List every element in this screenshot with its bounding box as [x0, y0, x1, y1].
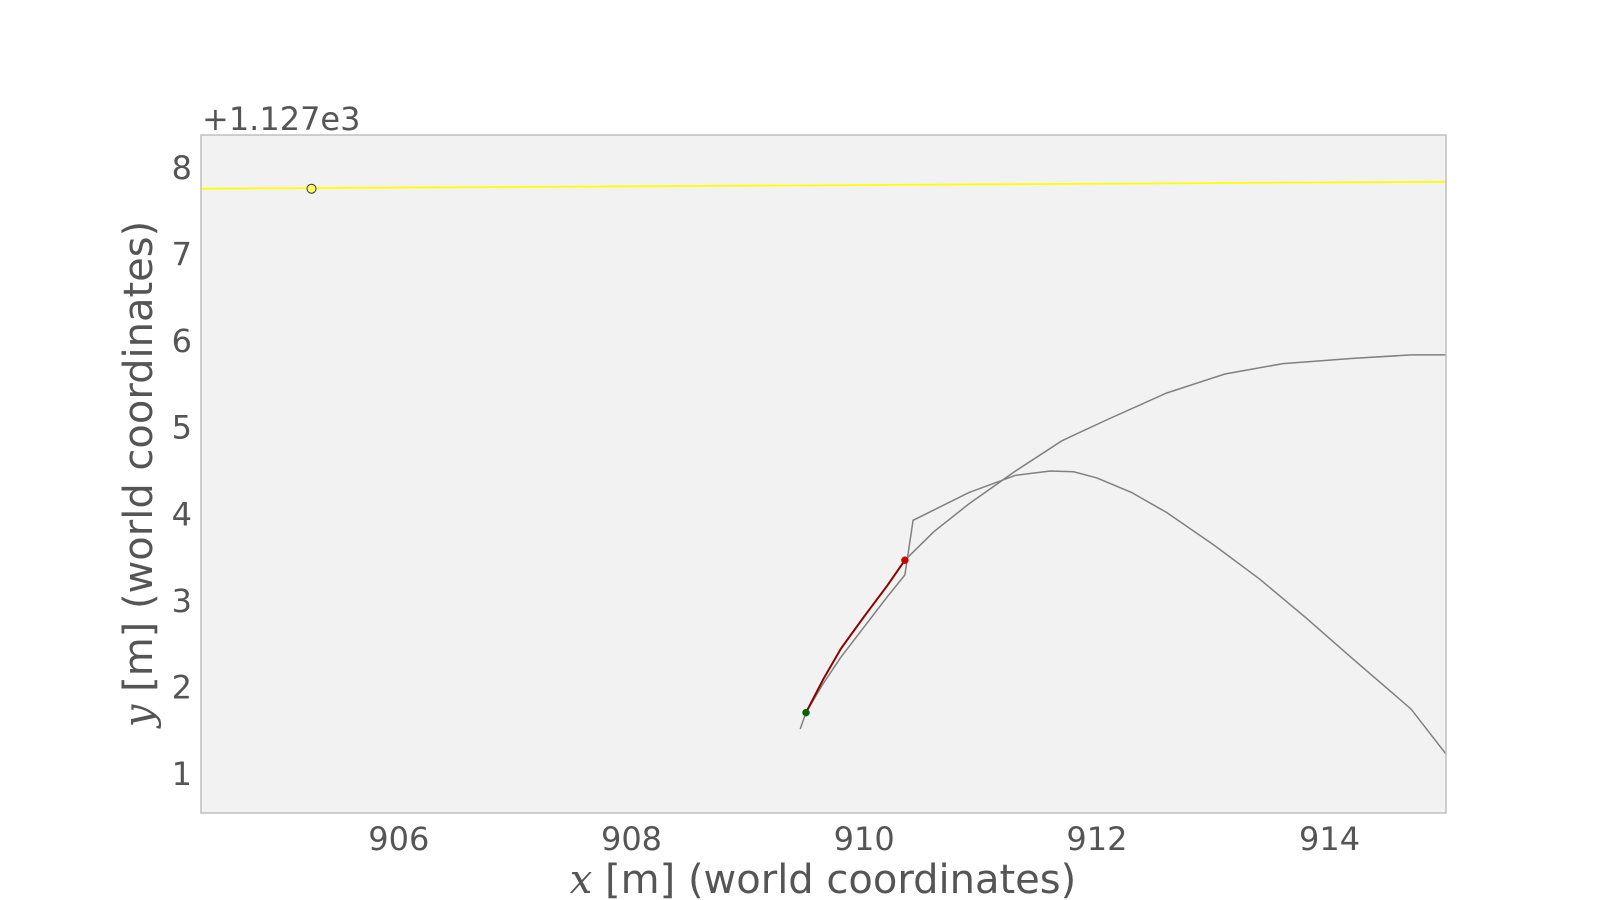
x-tick-label: 908	[601, 820, 662, 858]
y-tick-label: 2	[172, 668, 192, 706]
x-tick-label: 914	[1299, 820, 1360, 858]
y-tick-label: 4	[172, 495, 192, 533]
x-axis-label: x [m] (world coordinates)	[570, 857, 1076, 900]
plot-content	[200, 180, 1447, 755]
traveled-series-3	[805, 559, 906, 714]
trajectory-series-1	[799, 470, 1447, 755]
y-tick-label: 8	[172, 149, 192, 187]
y-tick-label: 3	[172, 582, 192, 620]
x-tick-label: 906	[368, 820, 429, 858]
goal-point-marker	[306, 183, 317, 194]
y-tick-label: 6	[172, 322, 192, 360]
current-point-marker	[901, 556, 909, 564]
y-axis-variable: y	[116, 703, 162, 729]
y-axis-label-text: [m] (world coordinates)	[116, 221, 162, 705]
plot-frame	[200, 134, 1447, 814]
y-tick-label: 7	[172, 236, 192, 274]
x-axis-ticks: 906 908 910 912 914	[368, 820, 1360, 858]
y-tick-label: 5	[172, 409, 192, 447]
x-axis-label-text: [m] (world coordinates)	[592, 857, 1076, 900]
x-tick-label: 910	[834, 820, 895, 858]
x-tick-label: 912	[1066, 820, 1127, 858]
start-point-marker	[802, 708, 810, 717]
plot-area	[201, 135, 1446, 813]
y-axis-label: y [m] (world coordinates)	[116, 221, 162, 729]
trajectory-series-2	[904, 354, 1446, 561]
y-tick-label: 1	[172, 755, 192, 793]
y-axis-offset-label: +1.127e3	[202, 100, 360, 138]
x-axis-variable: x	[570, 857, 593, 900]
y-axis-ticks: 1 2 3 4 5 6 7 8	[172, 149, 192, 793]
reference-line-series-0	[200, 180, 1447, 190]
